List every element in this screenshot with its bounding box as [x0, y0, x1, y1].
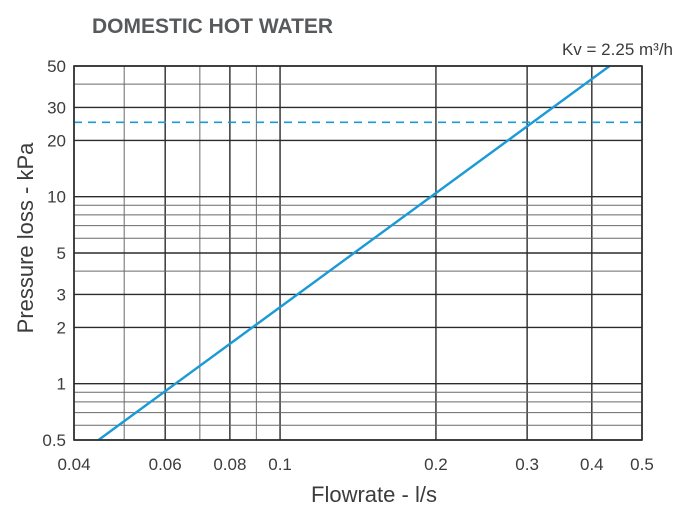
x-tick-label: 0.08	[213, 455, 246, 474]
y-axis-label: Pressure loss - kPa	[13, 142, 38, 333]
x-tick-label: 0.04	[57, 455, 90, 474]
kv-series-line	[97, 65, 611, 441]
series-layer	[74, 65, 642, 441]
x-tick-label: 0.1	[268, 455, 292, 474]
kv-annotation: Kv = 2.25 m³/h	[562, 40, 673, 59]
x-tick-label: 0.06	[149, 455, 182, 474]
y-tick-label: 3	[57, 285, 66, 304]
x-tick-label: 0.3	[515, 455, 539, 474]
y-tick-label: 2	[57, 318, 66, 337]
y-tick-label: 30	[47, 98, 66, 117]
y-tick-label: 0.5	[42, 431, 66, 450]
y-tick-label: 50	[47, 57, 66, 76]
y-tick-label: 5	[57, 244, 66, 263]
x-axis-label: Flowrate - l/s	[311, 482, 437, 507]
plot-frame	[73, 65, 643, 441]
chart-title: DOMESTIC HOT WATER	[92, 15, 333, 38]
y-tick-labels: 0.5 1 2 3 5 10 20 30 50	[42, 57, 66, 450]
y-tick-label: 20	[47, 131, 66, 150]
x-tick-label: 0.4	[580, 455, 604, 474]
x-tick-labels: 0.04 0.06 0.08 0.1 0.2 0.3 0.4 0.5	[57, 455, 653, 474]
x-tick-label: 0.5	[630, 455, 654, 474]
y-tick-label: 1	[57, 375, 66, 394]
y-tick-label: 10	[47, 188, 66, 207]
x-tick-label: 0.2	[424, 455, 448, 474]
